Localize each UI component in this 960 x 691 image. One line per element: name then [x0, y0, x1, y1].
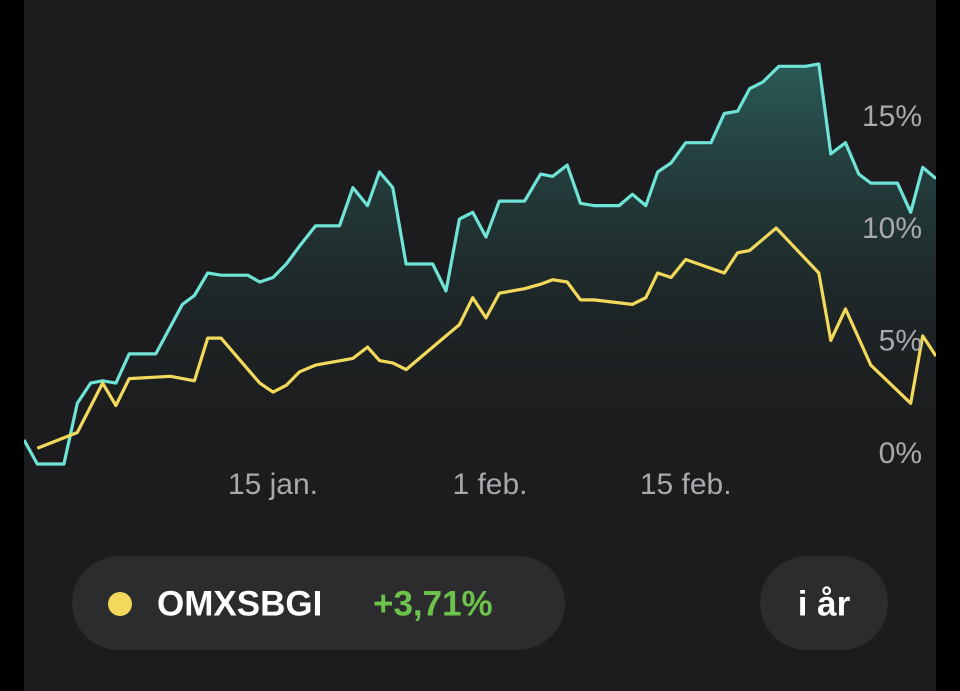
- legend-label: OMXSBGI: [157, 584, 322, 623]
- period-button-bg: [760, 556, 888, 650]
- period-label: i år: [798, 584, 851, 623]
- y-tick-label: 10%: [862, 212, 922, 245]
- x-tick-label: 15 feb.: [640, 468, 732, 501]
- change-label: +3,71%: [373, 584, 493, 623]
- period-button[interactable]: i år: [760, 556, 888, 650]
- area: [24, 64, 936, 471]
- x-tick-label: 1 feb.: [452, 468, 527, 501]
- y-tick-label: 15%: [862, 100, 922, 133]
- axis-labels: 0% 5% 10% 15% 15 jan. 1 feb. 15 feb.: [228, 100, 922, 501]
- y-tick-label: 5%: [879, 325, 922, 358]
- plot-area: [24, 62, 936, 471]
- line: [24, 62, 936, 466]
- legend-chip-bg: [72, 556, 565, 650]
- legend-dot: [108, 592, 132, 616]
- legend-chip[interactable]: OMXSBGI +3,71%: [72, 556, 565, 650]
- line: [36, 226, 936, 450]
- x-tick-label: 15 jan.: [228, 468, 318, 501]
- y-tick-label: 0%: [879, 437, 922, 470]
